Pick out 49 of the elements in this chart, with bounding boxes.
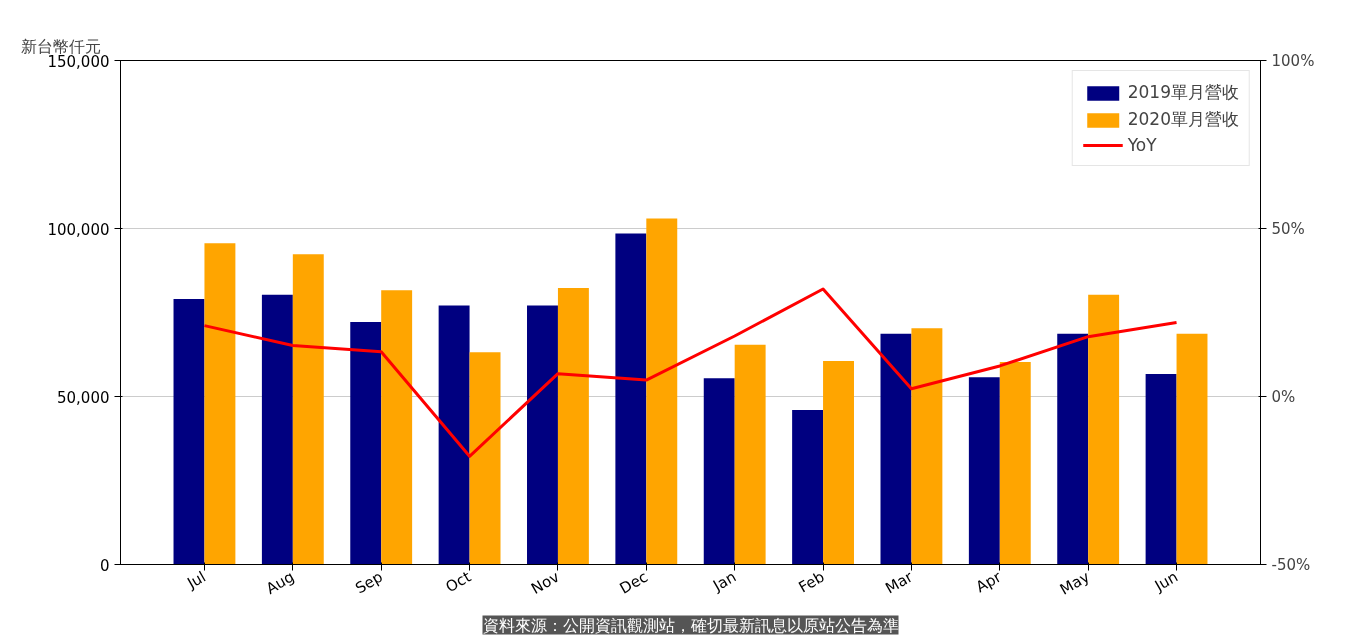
- y-axis-title: 新台幣仟元: [20, 36, 101, 56]
- y-tick-label: 50,000: [57, 388, 110, 407]
- bar: [703, 378, 735, 565]
- bar: [646, 218, 678, 565]
- bar: [1088, 294, 1120, 565]
- x-tick-label: Nov: [528, 567, 563, 598]
- bar: [615, 233, 647, 565]
- bar: [557, 287, 589, 565]
- x-tick-label: May: [1056, 567, 1093, 599]
- bar: [381, 290, 413, 565]
- x-tick-label: Jul: [183, 567, 209, 593]
- y-tick-label: 100,000: [47, 220, 110, 239]
- bar: [469, 352, 501, 565]
- bar: [880, 333, 912, 565]
- x-tick-label: Sep: [352, 567, 386, 598]
- bar: [292, 254, 324, 565]
- line-series: [202, 287, 1179, 458]
- x-tick-label: Aug: [262, 567, 298, 598]
- bar: [1057, 333, 1089, 565]
- x-tick-label: Oct: [442, 567, 475, 597]
- legend-label: 2019單月營收: [1127, 81, 1239, 104]
- x-tick-label: Mar: [882, 567, 917, 598]
- legend-label: YoY: [1127, 135, 1157, 155]
- x-tick-label: Apr: [972, 567, 1005, 597]
- bar: [968, 377, 1000, 565]
- x-tick-label: Feb: [795, 567, 828, 597]
- bar: [350, 321, 382, 565]
- bar: [173, 299, 205, 565]
- bar: [261, 294, 293, 565]
- y2-tick-label: 0%: [1271, 387, 1296, 406]
- x-tick-label: Dec: [616, 567, 651, 598]
- y2-tick-label: 50%: [1271, 219, 1305, 238]
- bar: [792, 409, 824, 565]
- x-tick-label: Jan: [709, 567, 740, 596]
- bar: [823, 360, 854, 565]
- bar: [999, 361, 1031, 565]
- x-tick-label: Jun: [1150, 567, 1182, 596]
- legend-label: 2020單月營收: [1127, 108, 1239, 131]
- bar: [734, 344, 766, 565]
- bar: [911, 328, 943, 565]
- bar: [204, 243, 236, 565]
- source-note: 資料來源：公開資訊觀測站，確切最新訊息以原站公告為準: [482, 615, 899, 635]
- bar: [527, 305, 558, 565]
- y-tick-label: 0: [99, 556, 110, 575]
- bar: [438, 305, 470, 565]
- y2-tick-label: -50%: [1271, 555, 1311, 574]
- y2-tick-label: 100%: [1271, 51, 1315, 70]
- bar: [1176, 333, 1208, 565]
- bar: [1145, 373, 1177, 565]
